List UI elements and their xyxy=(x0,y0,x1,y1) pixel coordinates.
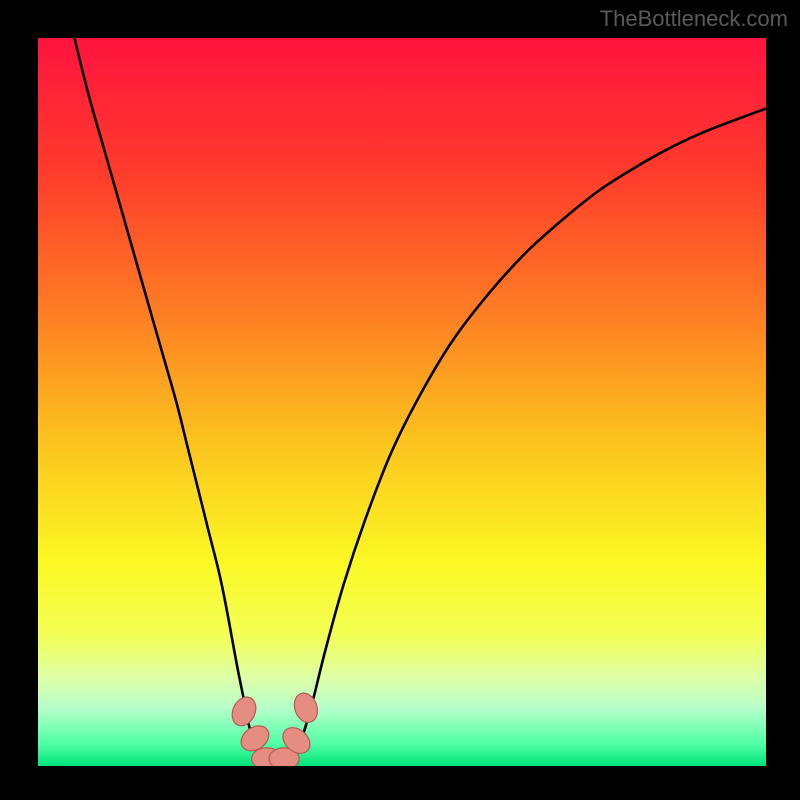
watermark-text: TheBottleneck.com xyxy=(600,6,788,32)
bottleneck-chart xyxy=(38,38,766,766)
chart-svg xyxy=(38,38,766,766)
